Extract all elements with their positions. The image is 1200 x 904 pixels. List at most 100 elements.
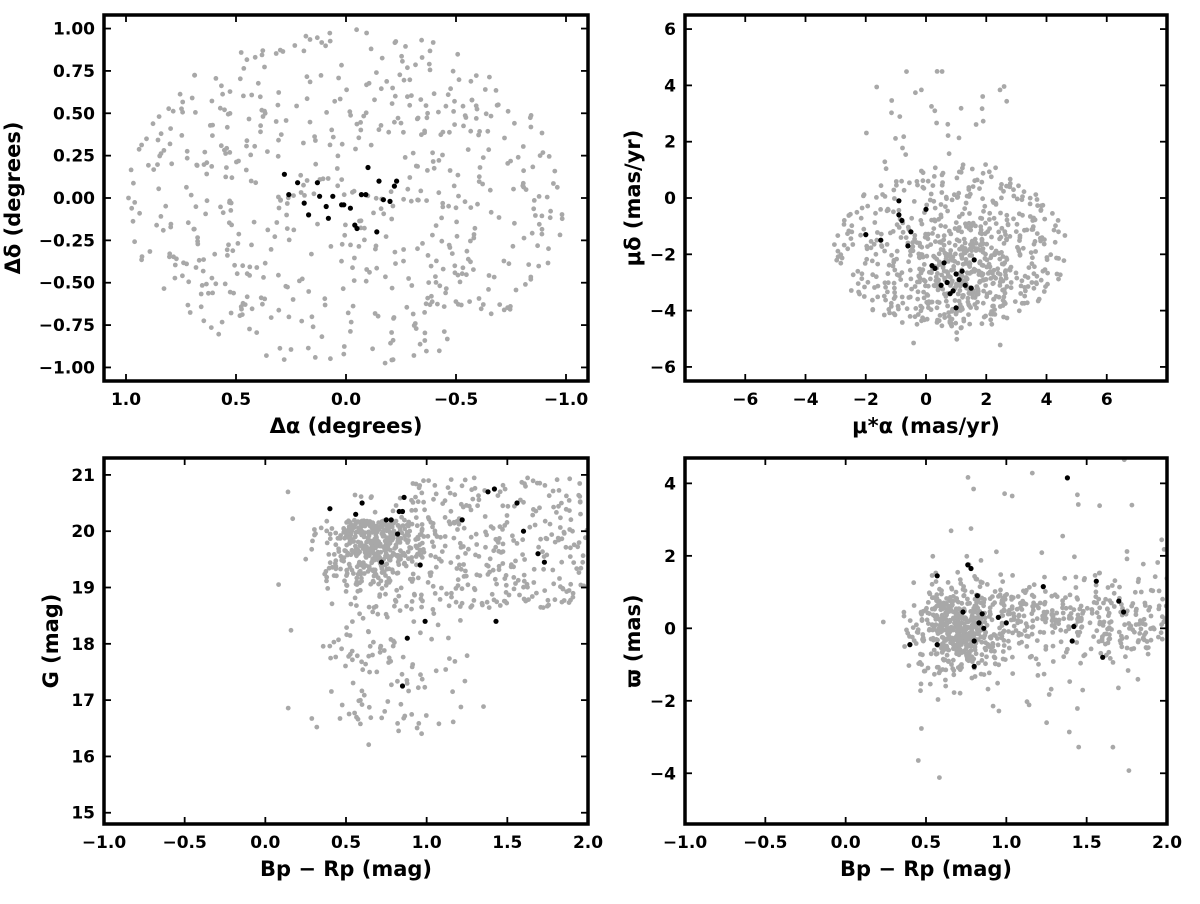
field-star-point bbox=[461, 562, 466, 567]
field-star-point bbox=[348, 112, 353, 118]
field-star-point bbox=[440, 204, 446, 210]
axes-frame bbox=[102, 13, 590, 383]
member-star-point bbox=[981, 625, 987, 631]
field-star-point bbox=[423, 713, 429, 718]
field-star-point bbox=[430, 40, 436, 45]
field-star-point bbox=[402, 553, 408, 558]
field-star-point bbox=[390, 337, 396, 343]
field-star-point bbox=[366, 536, 371, 542]
field-star-point bbox=[1031, 594, 1037, 600]
field-star-point bbox=[472, 225, 478, 231]
field-star-point bbox=[978, 558, 984, 563]
field-star-point bbox=[262, 64, 267, 70]
field-star-point bbox=[198, 304, 204, 310]
field-star-point bbox=[984, 294, 990, 300]
field-star-point bbox=[1075, 619, 1081, 624]
field-star-point bbox=[461, 123, 466, 129]
field-star-point bbox=[1058, 639, 1064, 645]
field-star-point bbox=[273, 51, 279, 56]
field-star-point bbox=[243, 167, 249, 173]
field-star-point bbox=[381, 211, 387, 217]
field-star-point bbox=[952, 242, 958, 248]
field-star-point bbox=[229, 222, 235, 228]
field-star-point bbox=[567, 554, 573, 559]
field-star-point bbox=[1116, 685, 1121, 691]
field-star-point bbox=[414, 725, 420, 731]
field-star-point bbox=[987, 609, 993, 615]
field-star-point bbox=[1034, 273, 1040, 279]
field-star-point bbox=[937, 586, 942, 592]
field-star-point bbox=[548, 208, 553, 214]
field-star-point bbox=[889, 98, 895, 103]
member-star-point bbox=[353, 511, 359, 517]
field-star-point bbox=[354, 714, 359, 720]
field-star-point bbox=[1007, 611, 1013, 617]
field-star-point bbox=[509, 562, 514, 568]
field-star-point bbox=[559, 216, 565, 222]
field-star-point bbox=[320, 176, 326, 182]
field-star-point bbox=[937, 259, 942, 265]
field-star-point bbox=[429, 299, 435, 305]
field-star-point bbox=[247, 326, 252, 332]
field-star-point bbox=[559, 212, 565, 217]
field-star-point bbox=[934, 69, 940, 74]
field-star-point bbox=[204, 171, 210, 177]
field-star-point bbox=[367, 567, 373, 572]
field-star-point bbox=[379, 586, 385, 591]
field-star-point bbox=[500, 561, 506, 566]
field-star-point bbox=[907, 618, 913, 623]
field-star-point bbox=[1075, 706, 1080, 711]
field-star-point bbox=[407, 175, 413, 180]
field-star-point bbox=[324, 540, 330, 546]
field-star-point bbox=[167, 254, 172, 260]
field-star-point bbox=[925, 665, 931, 671]
field-star-point bbox=[366, 604, 372, 610]
field-star-point bbox=[497, 603, 503, 608]
field-star-point bbox=[570, 590, 576, 596]
field-star-point bbox=[881, 293, 887, 299]
field-star-point bbox=[1014, 275, 1020, 281]
field-star-point bbox=[951, 672, 957, 678]
field-star-point bbox=[1093, 589, 1099, 595]
field-star-point bbox=[969, 248, 974, 254]
field-star-point bbox=[950, 602, 955, 608]
field-star-point bbox=[885, 207, 891, 213]
field-star-point bbox=[960, 293, 966, 298]
field-star-point bbox=[347, 520, 353, 525]
field-star-point bbox=[934, 597, 940, 603]
field-star-point bbox=[332, 98, 338, 104]
field-star-point bbox=[425, 515, 431, 520]
field-star-point bbox=[480, 602, 485, 608]
field-star-point bbox=[1021, 613, 1027, 619]
member-star-point bbox=[968, 565, 974, 572]
field-star-point bbox=[216, 331, 222, 337]
field-star-point bbox=[873, 210, 878, 216]
field-star-point bbox=[353, 521, 358, 527]
field-star-point bbox=[890, 263, 896, 269]
field-star-point bbox=[450, 689, 455, 695]
field-star-point bbox=[253, 180, 259, 186]
field-star-point bbox=[455, 527, 460, 532]
field-star-point bbox=[1077, 606, 1083, 612]
field-star-point bbox=[419, 528, 425, 534]
field-star-point bbox=[411, 619, 417, 624]
field-star-point bbox=[1111, 604, 1117, 609]
field-star-point bbox=[537, 505, 542, 511]
field-star-point bbox=[960, 165, 965, 171]
field-star-point bbox=[344, 583, 350, 588]
field-star-point bbox=[436, 109, 441, 115]
field-star-point bbox=[230, 248, 236, 254]
field-star-point bbox=[477, 165, 483, 170]
field-star-point bbox=[896, 225, 902, 230]
field-star-point bbox=[1020, 598, 1026, 604]
field-star-point bbox=[1094, 628, 1100, 634]
field-star-point bbox=[511, 186, 516, 192]
field-star-point bbox=[883, 297, 888, 303]
field-star-point bbox=[993, 221, 999, 227]
field-star-point bbox=[510, 533, 515, 539]
field-star-point bbox=[928, 191, 934, 197]
field-star-point bbox=[1020, 245, 1026, 251]
x-tick-label: 1.5 bbox=[492, 833, 522, 853]
field-star-point bbox=[999, 195, 1004, 201]
field-star-point bbox=[488, 113, 494, 119]
